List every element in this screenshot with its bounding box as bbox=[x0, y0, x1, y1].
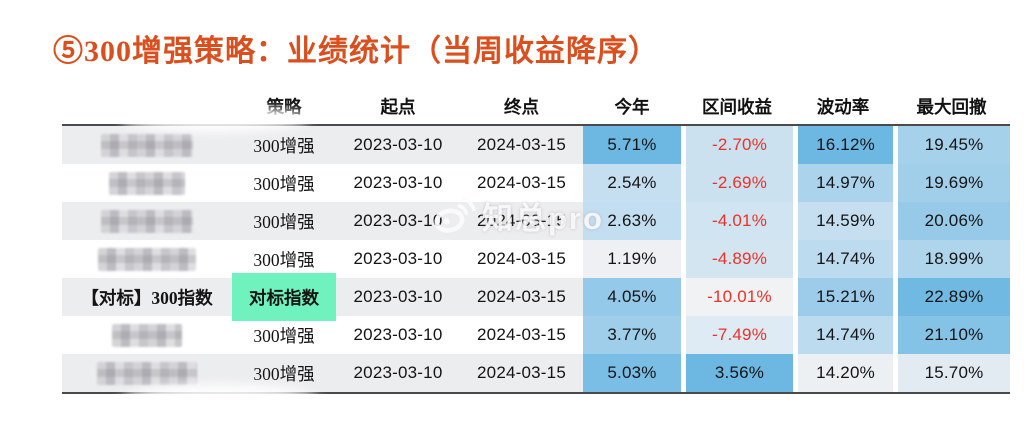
volatility-cell: 16.12% bbox=[793, 126, 893, 164]
header-volatility: 波动率 bbox=[816, 96, 870, 117]
pixelated-name bbox=[112, 323, 182, 347]
pixelated-name bbox=[101, 209, 193, 233]
pixelated-name bbox=[109, 171, 185, 195]
interval-return-cell: 3.56% bbox=[681, 354, 793, 392]
max-drawdown-cell: 15.70% bbox=[893, 354, 1010, 392]
end-date-cell: 2024-03-15 bbox=[477, 211, 566, 230]
masked-name-cell bbox=[62, 240, 232, 278]
masked-name-cell bbox=[62, 164, 232, 202]
masked-name-cell bbox=[62, 316, 232, 354]
pixelated-name bbox=[101, 133, 193, 157]
pixelated-name bbox=[98, 247, 196, 271]
header-end-date: 终点 bbox=[504, 96, 539, 117]
volatility-cell: 14.74% bbox=[793, 316, 893, 354]
max-drawdown-cell: 19.45% bbox=[893, 126, 1010, 164]
header-strategy: 策略 bbox=[266, 96, 302, 117]
table-row: 300增强 2023-03-10 2024-03-15 3.77% -7.49%… bbox=[62, 316, 1010, 354]
start-date-cell: 2023-03-10 bbox=[353, 211, 443, 230]
pixelated-name bbox=[97, 361, 197, 385]
ytd-cell: 1.19% bbox=[583, 240, 681, 278]
header-ytd: 今年 bbox=[614, 96, 650, 117]
table-header-row: 策略 起点 终点 今年 区间收益 波动率 最大回撤 bbox=[62, 88, 1010, 126]
header-interval-return: 区间收益 bbox=[702, 96, 772, 117]
table-row: 300增强 2023-03-10 2024-03-15 5.03% 3.56% … bbox=[62, 354, 1010, 392]
interval-return-cell: -2.69% bbox=[681, 164, 793, 202]
end-date-cell: 2024-03-15 bbox=[477, 325, 566, 344]
volatility-cell: 14.59% bbox=[793, 202, 893, 240]
strategy-cell: 300增强 bbox=[253, 363, 315, 384]
strategy-cell: 300增强 bbox=[253, 211, 315, 232]
ytd-cell: 3.77% bbox=[583, 316, 681, 354]
start-date-cell: 2023-03-10 bbox=[353, 135, 443, 154]
header-start-date: 起点 bbox=[380, 96, 416, 117]
interval-return-cell: -4.01% bbox=[681, 202, 793, 240]
max-drawdown-cell: 19.69% bbox=[893, 164, 1010, 202]
table-row: 300增强 2023-03-10 2024-03-15 5.71% -2.70%… bbox=[62, 126, 1010, 164]
performance-table: 策略 起点 终点 今年 区间收益 波动率 最大回撤 300增强 2023-03-… bbox=[62, 88, 1010, 394]
table-row: 300增强 2023-03-10 2024-03-15 2.63% -4.01%… bbox=[62, 202, 1010, 240]
ytd-cell: 4.05% bbox=[583, 278, 681, 316]
strategy-cell: 300增强 bbox=[253, 135, 315, 156]
header-max-drawdown: 最大回撤 bbox=[916, 96, 987, 117]
interval-return-cell: -10.01% bbox=[681, 278, 793, 316]
table-body: 300增强 2023-03-10 2024-03-15 5.71% -2.70%… bbox=[62, 126, 1010, 394]
start-date-cell: 2023-03-10 bbox=[353, 249, 443, 268]
interval-return-cell: -7.49% bbox=[681, 316, 793, 354]
table-row-benchmark: 【对标】300指数 对标指数 2023-03-10 2024-03-15 4.0… bbox=[62, 278, 1010, 316]
header-name-blank bbox=[62, 88, 232, 124]
start-date-cell: 2023-03-10 bbox=[353, 173, 443, 192]
interval-return-cell: -2.70% bbox=[681, 126, 793, 164]
max-drawdown-cell: 21.10% bbox=[893, 316, 1010, 354]
ytd-cell: 5.71% bbox=[583, 126, 681, 164]
ytd-cell: 5.03% bbox=[583, 354, 681, 392]
volatility-cell: 15.21% bbox=[793, 278, 893, 316]
end-date-cell: 2024-03-15 bbox=[477, 173, 566, 192]
start-date-cell: 2023-03-10 bbox=[353, 287, 443, 306]
table-row: 300增强 2023-03-10 2024-03-15 2.54% -2.69%… bbox=[62, 164, 1010, 202]
max-drawdown-cell: 18.99% bbox=[893, 240, 1010, 278]
volatility-cell: 14.20% bbox=[793, 354, 893, 392]
ytd-cell: 2.54% bbox=[583, 164, 681, 202]
end-date-cell: 2024-03-15 bbox=[477, 249, 566, 268]
start-date-cell: 2023-03-10 bbox=[353, 325, 443, 344]
masked-name-cell bbox=[62, 202, 232, 240]
benchmark-name-cell: 【对标】300指数 bbox=[81, 287, 213, 308]
end-date-cell: 2024-03-15 bbox=[477, 363, 566, 382]
max-drawdown-cell: 20.06% bbox=[893, 202, 1010, 240]
interval-return-cell: -4.89% bbox=[681, 240, 793, 278]
start-date-cell: 2023-03-10 bbox=[353, 363, 443, 382]
page-title: ⑤300增强策略：业绩统计（当周收益降序） bbox=[53, 35, 659, 68]
table-row: 300增强 2023-03-10 2024-03-15 1.19% -4.89%… bbox=[62, 240, 1010, 278]
strategy-cell: 300增强 bbox=[253, 249, 315, 270]
max-drawdown-cell: 22.89% bbox=[893, 278, 1010, 316]
benchmark-strategy-cell: 对标指数 bbox=[232, 278, 336, 316]
masked-name-cell bbox=[62, 354, 232, 392]
volatility-cell: 14.74% bbox=[793, 240, 893, 278]
end-date-cell: 2024-03-15 bbox=[477, 287, 566, 306]
ytd-cell: 2.63% bbox=[583, 202, 681, 240]
end-date-cell: 2024-03-15 bbox=[477, 135, 566, 154]
strategy-cell: 300增强 bbox=[253, 173, 315, 194]
volatility-cell: 14.97% bbox=[793, 164, 893, 202]
strategy-cell: 300增强 bbox=[253, 325, 315, 346]
masked-name-cell bbox=[62, 126, 232, 164]
